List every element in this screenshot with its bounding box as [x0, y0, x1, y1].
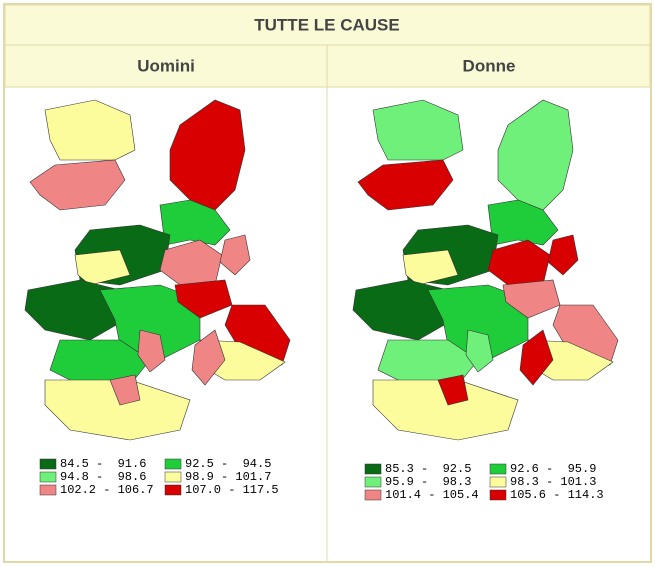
legend-swatch [164, 458, 182, 470]
title-row [4, 4, 651, 46]
legend-swatch [489, 463, 507, 475]
region [437, 374, 469, 406]
legend-label: 94.8 - 98.6 [60, 470, 146, 484]
title: TUTTE LE CAUSE [254, 15, 399, 34]
legend-label: 92.6 - 95.9 [510, 462, 596, 476]
legend-swatch [489, 476, 507, 488]
region [29, 159, 126, 211]
legend-label: 92.5 - 94.5 [185, 457, 271, 471]
legend-swatch [39, 471, 57, 483]
legend-label: 107.0 - 117.5 [185, 483, 279, 497]
region [547, 234, 579, 276]
region [427, 284, 529, 361]
region [137, 329, 166, 373]
region [497, 99, 574, 211]
region [191, 329, 226, 386]
region [219, 234, 251, 276]
legend-label: 105.6 - 114.3 [510, 488, 604, 502]
region [465, 329, 494, 373]
legend-swatch [364, 489, 382, 501]
legend-label: 98.9 - 101.7 [185, 470, 271, 484]
legend-label: 95.9 - 98.3 [385, 475, 471, 489]
legend-label: 98.3 - 101.3 [510, 475, 596, 489]
region [502, 279, 561, 319]
panel-title: Donne [463, 56, 516, 75]
region [372, 379, 519, 441]
header-cell [326, 44, 651, 88]
region [99, 284, 201, 361]
legend-swatch [364, 463, 382, 475]
region [174, 279, 233, 319]
legend-swatch [164, 484, 182, 496]
legend-swatch [164, 471, 182, 483]
legend-label: 84.5 - 91.6 [60, 457, 146, 471]
region [357, 159, 454, 211]
region [159, 199, 231, 246]
region [74, 249, 131, 286]
legend-swatch [39, 484, 57, 496]
legend-label: 101.4 - 105.4 [385, 488, 479, 502]
region [352, 279, 454, 341]
legend-label: 85.3 - 92.5 [385, 462, 471, 476]
region [109, 374, 141, 406]
legend-swatch [489, 489, 507, 501]
legend-swatch [364, 476, 382, 488]
region [487, 199, 559, 246]
legend-label: 102.2 - 106.7 [60, 483, 154, 497]
header-cell [4, 44, 328, 88]
legend-swatch [39, 458, 57, 470]
region [372, 99, 464, 161]
region [24, 279, 126, 341]
region [44, 379, 191, 441]
region [519, 329, 554, 386]
region [44, 99, 136, 161]
panel-title: Uomini [137, 56, 195, 75]
region [169, 99, 246, 211]
region [402, 249, 459, 286]
